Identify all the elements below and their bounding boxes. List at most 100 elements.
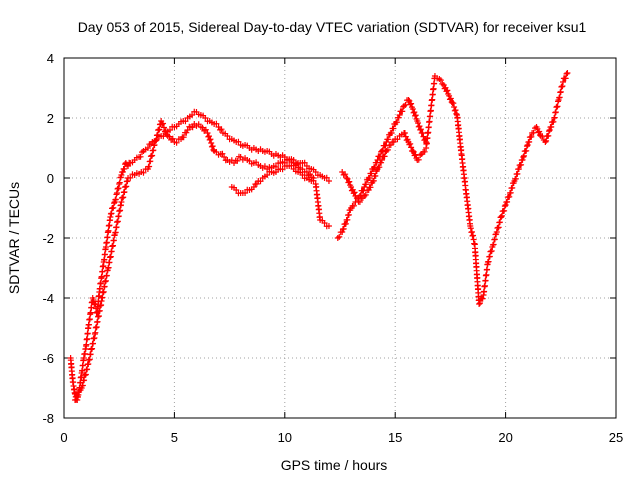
data-point <box>452 107 459 114</box>
data-point <box>504 198 511 205</box>
y-tick-label: 4 <box>47 51 54 66</box>
data-point <box>204 130 211 136</box>
data-point <box>518 161 525 168</box>
data-point <box>233 187 240 193</box>
data-point <box>401 103 408 109</box>
data-point <box>501 207 508 214</box>
data-point <box>162 127 169 134</box>
x-tick-label: 10 <box>278 430 292 445</box>
data-point <box>488 247 495 254</box>
data-point <box>476 301 483 307</box>
data-point <box>120 194 127 201</box>
data-point <box>545 132 552 139</box>
data-point <box>312 169 319 175</box>
data-point <box>118 199 125 205</box>
data-point <box>323 174 330 181</box>
data-point <box>453 110 460 117</box>
data-point <box>450 100 457 107</box>
data-point <box>325 223 332 229</box>
data-point <box>208 140 215 146</box>
data-point <box>340 171 347 178</box>
data-point <box>325 178 332 184</box>
data-point <box>528 133 535 140</box>
data-point <box>507 189 514 196</box>
data-point <box>339 229 346 235</box>
data-point <box>447 95 454 102</box>
data-point <box>550 118 557 125</box>
data-point <box>213 120 220 127</box>
data-point <box>184 127 191 133</box>
data-point <box>79 382 86 389</box>
data-point <box>257 178 264 185</box>
data-point <box>408 100 415 107</box>
data-point <box>523 143 530 150</box>
data-point <box>393 119 400 126</box>
data-point <box>417 126 424 133</box>
data-point <box>390 125 397 132</box>
data-point <box>486 253 493 260</box>
data-point <box>151 142 158 148</box>
data-point <box>501 203 508 210</box>
data-point <box>110 204 117 211</box>
data-point <box>351 189 358 196</box>
data-point <box>206 136 213 143</box>
data-point <box>356 199 363 205</box>
y-tick-label: -2 <box>42 231 54 246</box>
data-point <box>502 202 509 208</box>
data-point <box>405 97 412 103</box>
data-point <box>303 169 310 175</box>
data-point <box>362 191 369 198</box>
data-point <box>149 152 156 159</box>
data-point <box>396 112 403 118</box>
data-point <box>521 152 527 159</box>
data-point <box>340 225 347 232</box>
data-point <box>451 104 458 110</box>
data-point <box>376 164 383 171</box>
y-tick-label: -8 <box>42 411 54 426</box>
data-point <box>363 181 370 188</box>
data-point <box>84 366 91 373</box>
data-point <box>343 175 350 181</box>
data-point <box>73 396 80 403</box>
data-point <box>412 112 419 119</box>
x-axis-label: GPS time / hours <box>281 457 388 473</box>
data-point <box>515 166 522 172</box>
data-point <box>75 391 82 398</box>
data-point <box>560 79 567 85</box>
data-point <box>479 295 486 302</box>
data-point <box>90 297 97 303</box>
data-point <box>221 154 228 160</box>
data-point <box>160 124 167 131</box>
data-point <box>219 150 226 157</box>
data-point <box>498 212 505 219</box>
data-point <box>350 202 357 209</box>
y-tick-label: 0 <box>47 171 54 186</box>
data-point <box>242 190 249 196</box>
data-point <box>183 129 190 136</box>
data-point <box>378 159 385 166</box>
data-point <box>224 133 231 139</box>
data-point <box>169 135 176 142</box>
data-point <box>137 153 144 160</box>
data-point <box>421 148 428 155</box>
data-point <box>336 233 343 240</box>
data-points <box>67 70 571 403</box>
data-point <box>387 142 394 148</box>
data-point <box>404 136 411 143</box>
data-point <box>345 211 352 218</box>
data-point <box>399 108 406 115</box>
data-point <box>514 170 521 177</box>
data-point <box>173 139 180 146</box>
data-point <box>493 229 500 235</box>
data-point <box>546 127 553 133</box>
data-point <box>536 128 543 135</box>
data-point <box>154 131 161 138</box>
y-tick-label: -4 <box>42 291 54 306</box>
data-point <box>564 70 571 76</box>
data-point <box>383 148 390 154</box>
data-point <box>189 112 196 118</box>
data-point <box>367 184 374 191</box>
data-point <box>490 241 497 248</box>
data-point <box>509 184 516 191</box>
data-point <box>279 166 286 173</box>
